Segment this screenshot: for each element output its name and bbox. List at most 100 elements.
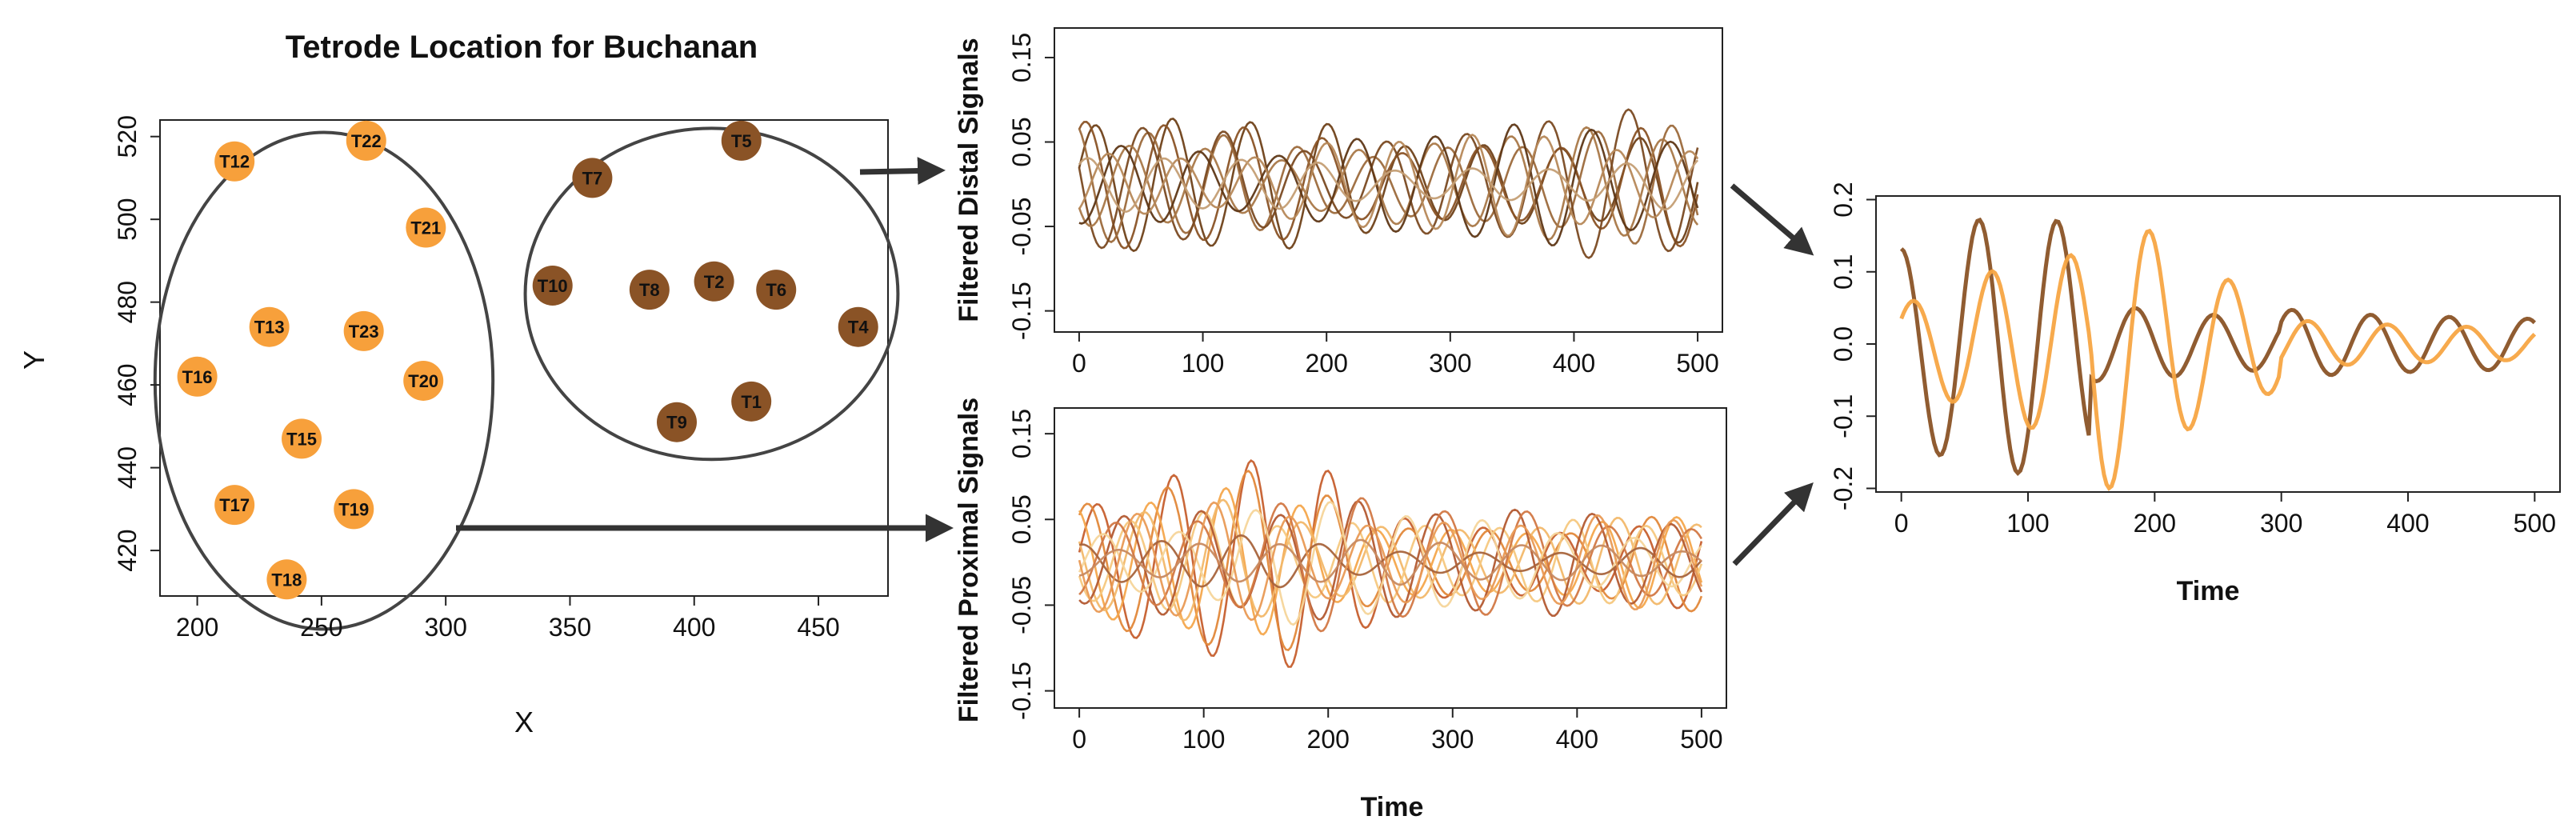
y-tick-label: 520: [113, 115, 142, 158]
x-tick-label: 200: [2134, 509, 2176, 538]
scatter-points: T12 T22 T21 T13 T23 T16 T20 T15 T17 T19 T18 T5 T7 T10…: [177, 120, 878, 600]
x-tick-label: 250: [300, 613, 342, 642]
series-line-distal-mean: [1899, 217, 2537, 477]
distal-plot-frame: [1054, 27, 1723, 333]
tetrode-point-t13: [249, 306, 290, 347]
tetrode-label: T6: [766, 280, 786, 300]
tetrode-label: T12: [219, 152, 250, 172]
proximal-series-lines: [1078, 459, 1703, 668]
flow-arrows: [456, 157, 1814, 566]
group-ellipse-proximal: [153, 130, 495, 631]
tetrode-point-t19: [334, 489, 374, 530]
series-line-p10: [1078, 501, 1703, 622]
tetrode-point-t21: [406, 207, 446, 248]
series-line-proximal-mean: [1899, 228, 2537, 491]
y-tick-label: 0.0: [1829, 326, 1858, 362]
y-tick-label: 460: [113, 363, 142, 406]
series-line-s4: [1078, 108, 1699, 259]
y-tick-label: 0.2: [1829, 182, 1858, 217]
grouping-ellipses: [153, 126, 900, 631]
series-line-p8: [1078, 501, 1702, 626]
distal-signals-panel: 0 100 200 300 400 500 -0.15 -0.05 0.05 0.15 Filt…: [954, 27, 1723, 378]
y-tick-label: -0.2: [1829, 466, 1858, 510]
x-tick-label: 400: [1553, 349, 1595, 378]
mean-x-label: Time: [2177, 576, 2240, 606]
series-line-s3: [1078, 124, 1699, 245]
tetrode-label: T13: [254, 318, 285, 338]
y-tick-label: 500: [113, 198, 142, 240]
arrow-distal-to-mean: [1730, 183, 1814, 256]
tetrode-point-t18: [266, 559, 307, 600]
group-ellipse-distal: [523, 126, 900, 462]
tetrode-label: T7: [582, 168, 603, 188]
tetrode-point-t17: [214, 485, 255, 526]
tetrode-point-t4: [838, 306, 878, 347]
series-line-p1: [1078, 459, 1703, 668]
x-tick-label: 350: [549, 613, 591, 642]
x-tick-label: 200: [1305, 349, 1347, 378]
series-line-p6: [1078, 500, 1703, 621]
x-tick-label: 400: [1556, 725, 1598, 754]
series-line-p5: [1078, 510, 1703, 611]
scatter-y-ticks: 420 440 460 480 500 520: [113, 115, 160, 572]
x-tick-label: 0: [1072, 349, 1086, 378]
proximal-plot-frame: [1054, 407, 1727, 709]
proximal-y-ticks: -0.15 -0.05 0.05 0.15: [1007, 409, 1054, 720]
scatter-title: Tetrode Location for Buchanan: [286, 30, 758, 65]
arrow-proximal-to-mean: [1732, 482, 1814, 566]
tetrode-point-t7: [572, 158, 613, 198]
tetrode-label: T10: [538, 276, 568, 296]
distal-series-lines: [1078, 108, 1699, 259]
y-tick-label: 0.15: [1007, 33, 1036, 82]
x-tick-label: 100: [2006, 509, 2049, 538]
x-tick-label: 300: [424, 613, 466, 642]
proximal-y-label: Filtered Proximal Signals: [954, 398, 984, 722]
tetrode-point-t6: [756, 270, 797, 310]
tetrode-location-panel: Tetrode Location for Buchanan T12T22T21T…: [18, 30, 900, 738]
tetrode-label: T19: [338, 499, 369, 519]
mean-plot-frame: [1875, 195, 2561, 493]
tetrode-point-t12: [214, 141, 255, 182]
x-tick-label: 300: [1429, 349, 1471, 378]
tetrode-label: T1: [741, 392, 762, 412]
tetrode-point-t16: [177, 356, 218, 397]
arrow-distal-group-to-distal-signals: [859, 157, 946, 186]
scatter-x-label: X: [514, 706, 534, 738]
series-line-p7: [1078, 497, 1702, 633]
tetrode-point-t2: [694, 261, 734, 302]
tetrode-point-t10: [532, 265, 573, 306]
y-tick-label: -0.05: [1007, 576, 1036, 634]
series-line-s6: [1078, 123, 1699, 247]
y-tick-label: 420: [113, 529, 142, 571]
distal-y-ticks: -0.15 -0.05 0.05 0.15: [1007, 33, 1054, 340]
x-tick-label: 300: [1431, 725, 1474, 754]
scatter-x-ticks: 200 250 300 350 400 450: [176, 596, 840, 642]
tetrode-label: T5: [731, 131, 752, 151]
x-tick-label: 0: [1072, 725, 1086, 754]
y-tick-label: -0.05: [1007, 198, 1036, 256]
y-tick-label: 0.1: [1829, 254, 1858, 290]
tetrode-point-t9: [657, 402, 698, 442]
y-tick-label: -0.1: [1829, 394, 1858, 438]
series-line-s8: [1078, 157, 1699, 214]
x-tick-label: 400: [2386, 509, 2429, 538]
tetrode-point-t22: [346, 120, 386, 161]
y-tick-label: 0.05: [1007, 494, 1036, 544]
tetrode-point-t20: [403, 360, 444, 401]
scatter-y-label: Y: [18, 350, 50, 370]
mean-y-ticks: -0.2 -0.1 0.0 0.1 0.2: [1829, 182, 1876, 510]
y-tick-label: 440: [113, 446, 142, 489]
distal-y-label: Filtered Distal Signals: [954, 38, 984, 322]
y-tick-label: 480: [113, 281, 142, 323]
y-tick-label: 0.15: [1007, 409, 1036, 458]
x-tick-label: 200: [1307, 725, 1350, 754]
x-tick-label: 200: [176, 613, 218, 642]
x-tick-label: 100: [1182, 349, 1224, 378]
x-tick-label: 300: [2260, 509, 2302, 538]
y-tick-label: -0.15: [1007, 282, 1036, 340]
tetrode-label: T17: [219, 495, 250, 515]
x-tick-label: 450: [797, 613, 839, 642]
mean-signals-panel: 0 100 200 300 400 500 -0.2 -0.1 0.0 0.1 0.2 Time: [1829, 182, 2561, 606]
tetrode-point-t5: [721, 120, 762, 161]
